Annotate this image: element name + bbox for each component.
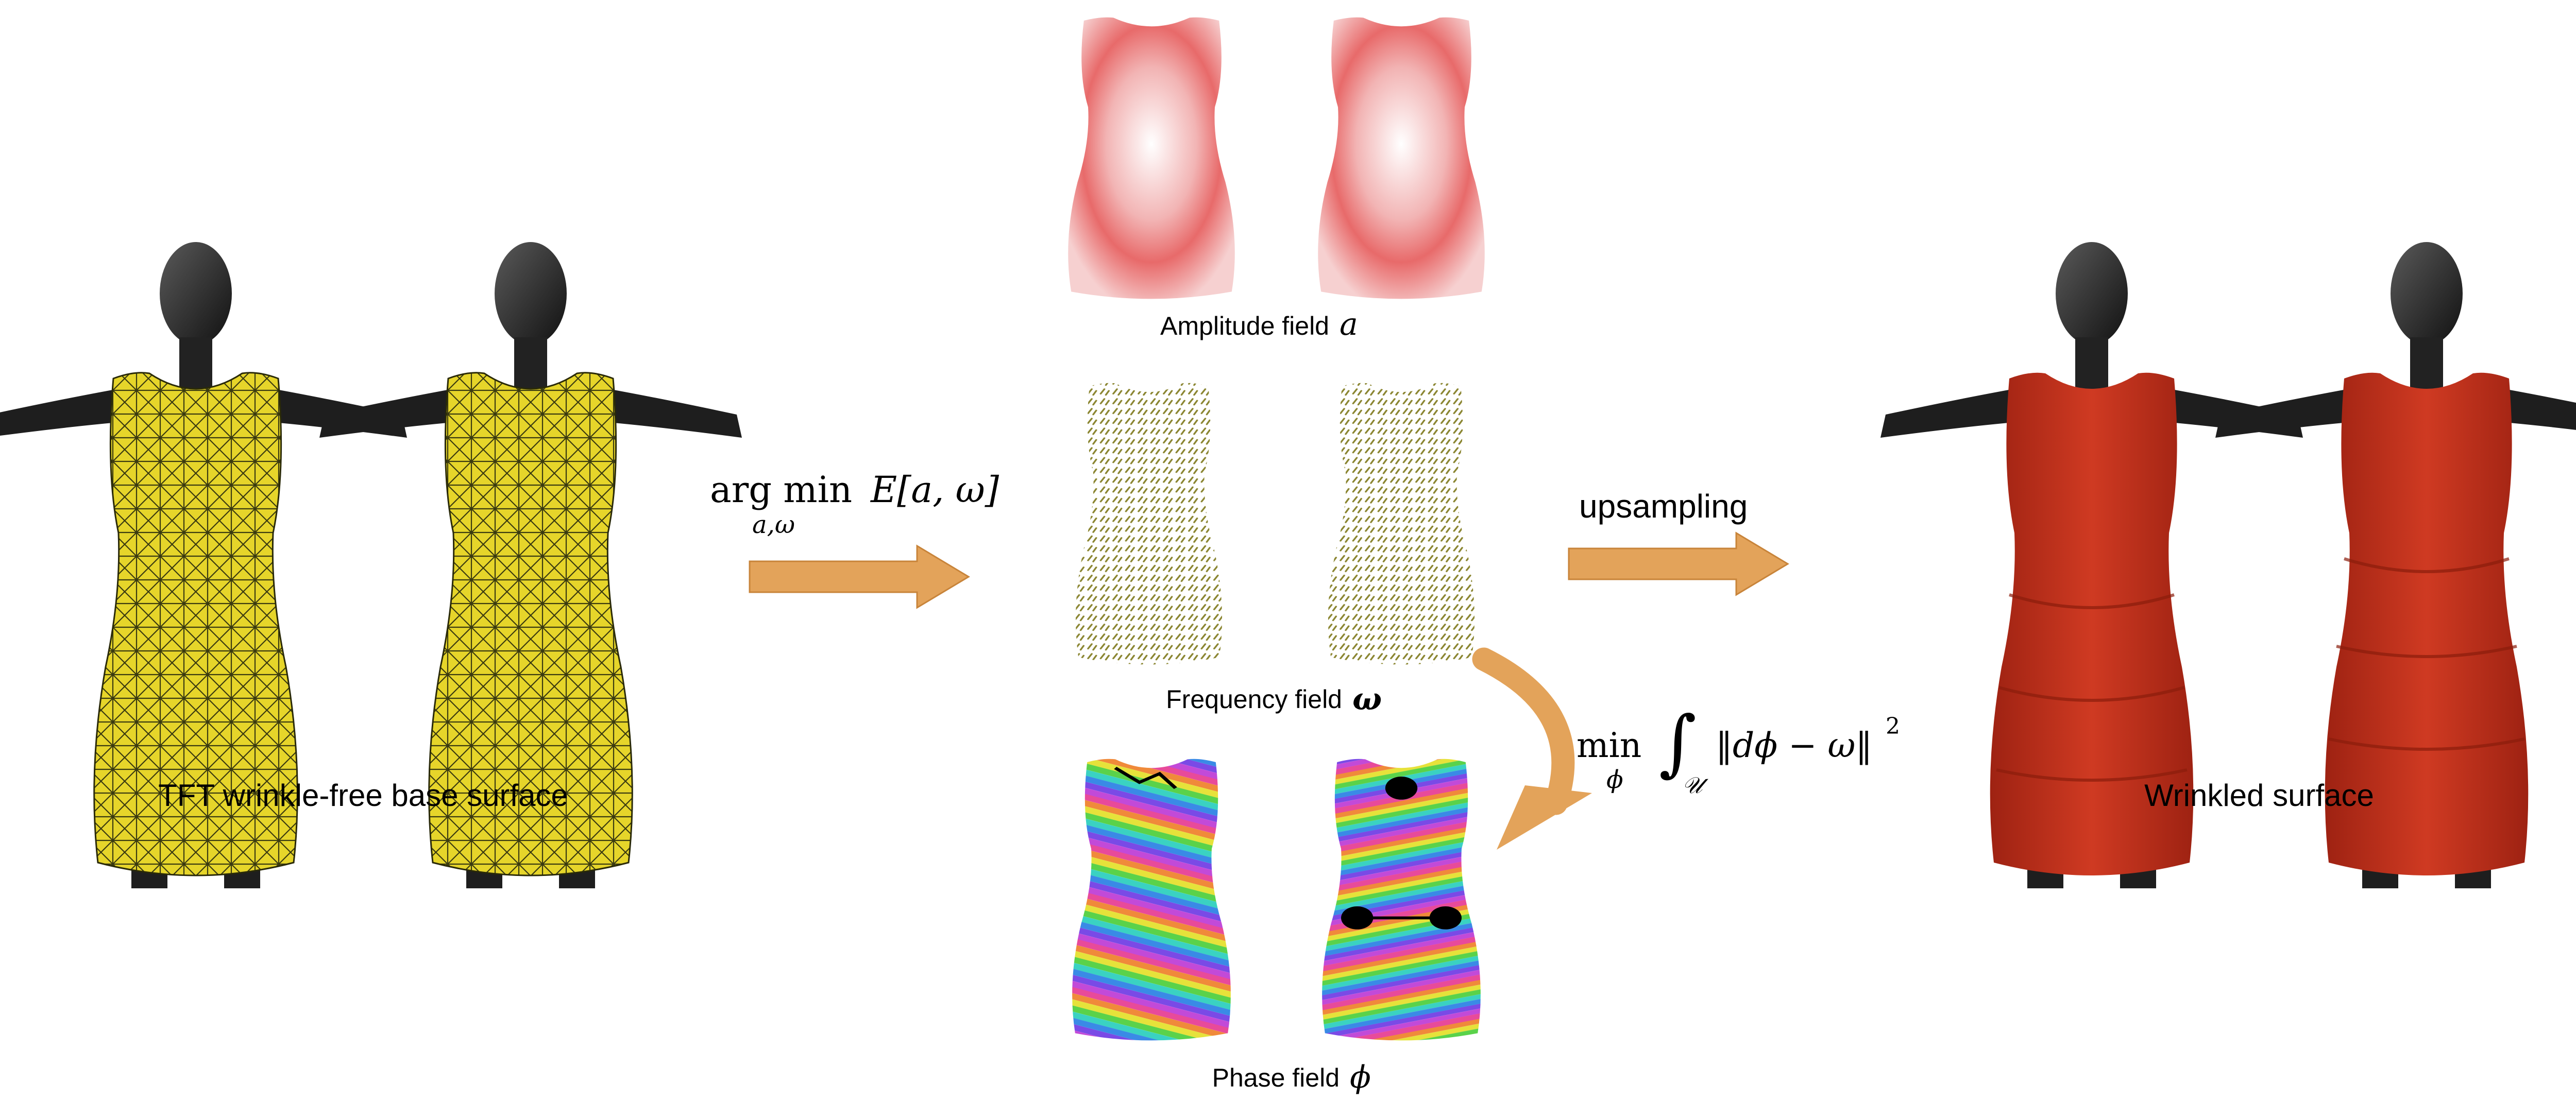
svg-text:Amplitude field: Amplitude field <box>1160 312 1329 340</box>
wrinkled-surface-back <box>2215 242 2576 888</box>
svg-text:𝒰: 𝒰 <box>1682 772 1708 799</box>
arrow-icon-right <box>1568 531 1789 596</box>
phase-back <box>1322 759 1481 1041</box>
curved-arrow-icon <box>1472 647 1592 850</box>
svg-text:2: 2 <box>1886 713 1900 739</box>
frequency-front <box>1075 383 1223 665</box>
base-caption: TFT wrinkle-free base surface <box>158 778 568 813</box>
wrinkled-caption: Wrinkled surface <box>2144 778 2374 813</box>
amplitude-front <box>1068 17 1235 299</box>
svg-text:∫: ∫ <box>1659 701 1697 785</box>
svg-text:E[a, ω]: E[a, ω] <box>870 469 999 511</box>
svg-text:a,ω: a,ω <box>752 510 795 539</box>
amplitude-back <box>1318 17 1485 299</box>
svg-text:arg min: arg min <box>710 469 852 511</box>
svg-text:ϕ: ϕ <box>1606 765 1623 794</box>
svg-text:a: a <box>1340 306 1358 342</box>
svg-text:ϕ: ϕ <box>1350 1059 1371 1095</box>
phase-caption: Phase field ϕ <box>1212 1059 1371 1095</box>
phase-front <box>1072 759 1231 1041</box>
frequency-caption: Frequency field ω <box>1166 681 1382 717</box>
argmin-equation: arg min E[a, ω] a,ω <box>710 469 999 539</box>
svg-text:Frequency field: Frequency field <box>1166 685 1342 714</box>
svg-text:‖dϕ − ω‖: ‖dϕ − ω‖ <box>1716 726 1872 765</box>
upsampling-label: upsampling <box>1579 488 1748 525</box>
frequency-back <box>1328 383 1475 665</box>
min-equation: min ϕ ∫ 𝒰 ‖dϕ − ω‖ 2 <box>1577 701 1900 799</box>
svg-text:Phase field: Phase field <box>1212 1063 1340 1092</box>
amplitude-caption: Amplitude field a <box>1160 306 1358 342</box>
wrinkled-surface-front <box>1880 242 2303 888</box>
arrow-icon <box>749 544 970 609</box>
svg-text:ω: ω <box>1352 681 1382 717</box>
svg-text:min: min <box>1577 726 1641 765</box>
